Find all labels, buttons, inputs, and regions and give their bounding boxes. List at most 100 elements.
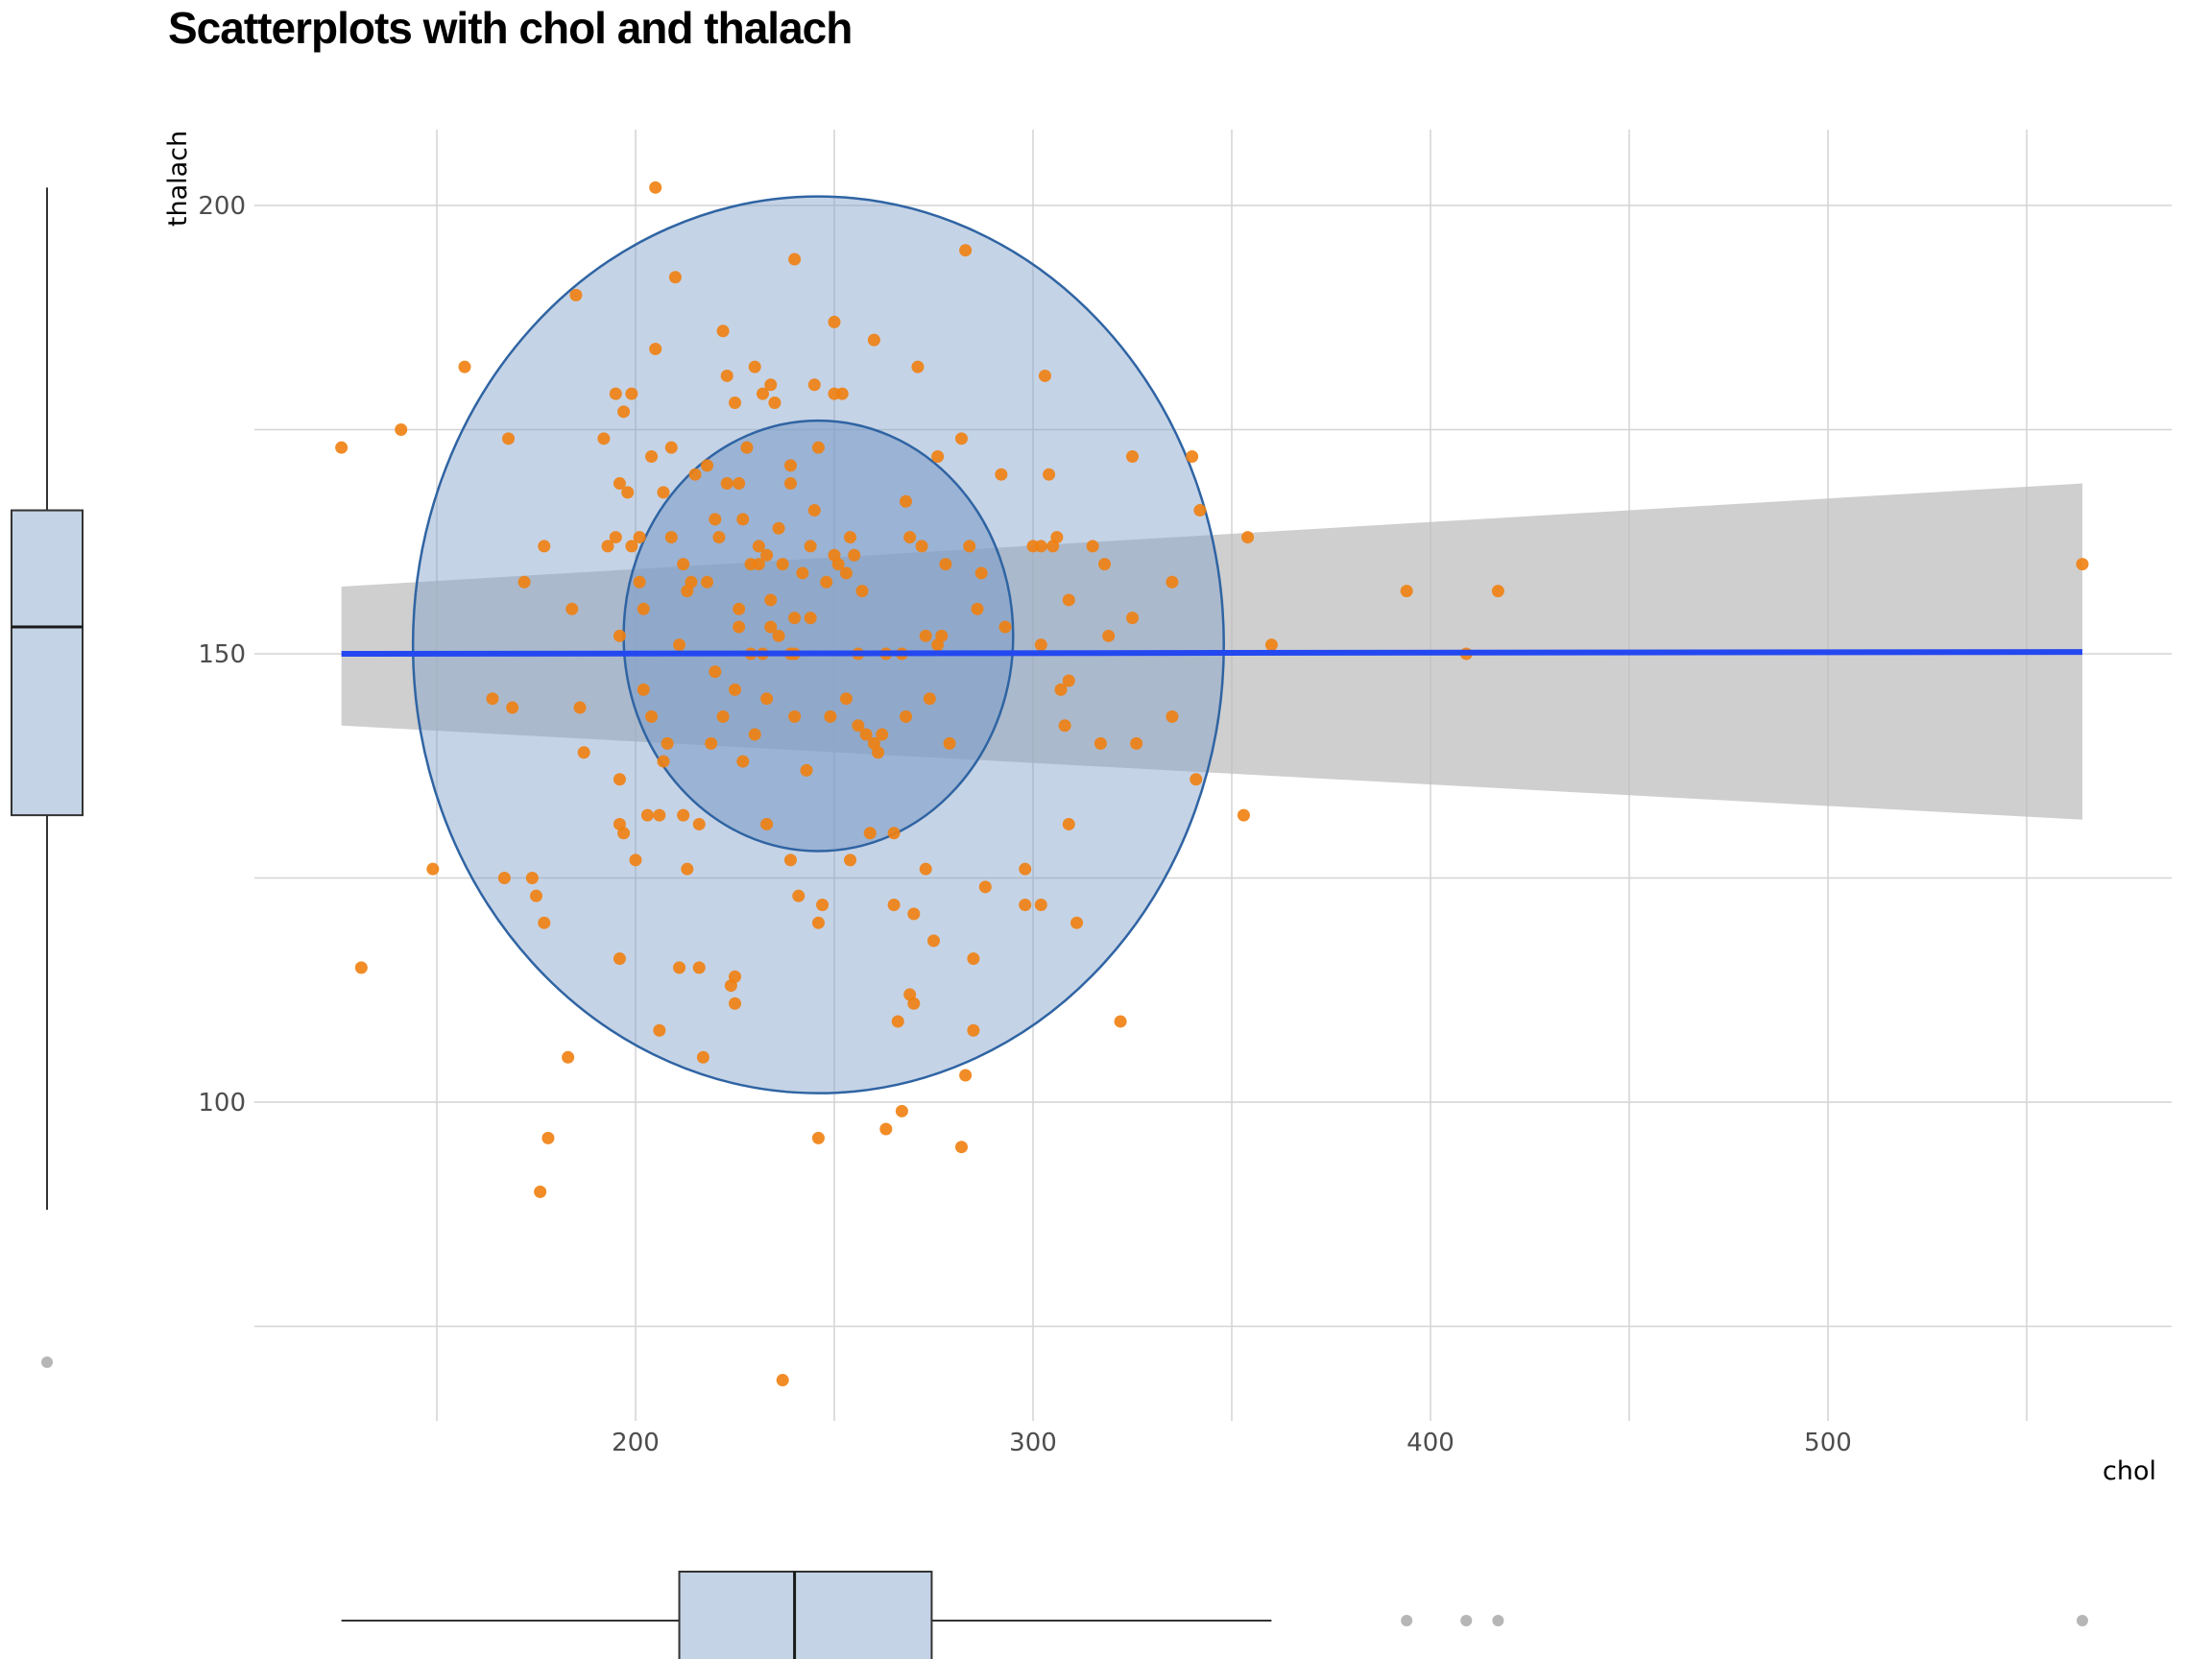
y-tick-label: 100 [198,1089,246,1118]
data-point [887,899,901,912]
data-point [919,862,932,876]
data-point [709,513,722,526]
data-point [673,638,686,652]
data-point [736,755,750,768]
data-point [538,540,551,553]
data-point [807,378,821,392]
data-point [967,952,980,966]
data-point [1241,531,1255,544]
data-point [783,477,797,491]
data-point [974,566,988,580]
data-point [752,558,765,571]
data-point [959,1069,973,1082]
data-point [756,387,769,400]
data-point [943,736,956,750]
data-point [772,629,785,642]
data-point [967,1023,980,1037]
data-point [768,396,781,409]
data-point [772,521,785,535]
data-point [458,360,471,373]
data-point [1126,450,1139,464]
y-tick-label: 200 [198,192,246,221]
data-point [688,468,702,481]
data-point [701,459,714,472]
data-point [923,692,936,706]
x-axis-title: chol [2103,1456,2156,1486]
data-point [828,315,841,328]
data-point [788,252,802,266]
data-point [800,763,813,777]
data-point [760,817,774,830]
data-point [959,244,973,257]
data-point [613,477,626,491]
x-tick-label: 200 [612,1429,660,1457]
data-point [601,540,614,553]
data-point [709,665,722,679]
x-tick-label: 400 [1407,1429,1455,1457]
chart-title: Scatterplots with chol and thalach [168,3,853,53]
data-point [764,620,778,634]
data-point [1034,638,1047,652]
x-boxplot-box [678,1571,933,1659]
data-point [657,755,670,768]
data-point [617,405,631,419]
regression-line [341,649,2082,657]
data-point [900,494,913,508]
data-point [335,441,349,454]
data-point [613,773,626,786]
data-point [1043,468,1056,481]
data-point [783,459,797,472]
data-point [844,854,857,867]
data-point [1054,683,1068,696]
data-point [733,620,746,634]
data-point [613,952,626,966]
data-point [1491,585,1504,598]
data-point [1070,916,1084,929]
data-point [525,872,539,884]
data-point [978,880,992,894]
data-point [661,736,674,750]
data-point [609,387,622,400]
x-tick-label: 500 [1804,1429,1852,1457]
data-point [1166,575,1179,589]
data-point [729,396,741,409]
data-point [2076,558,2089,571]
data-point [788,709,802,723]
data-point [569,288,583,301]
data-point [502,432,516,445]
data-point [848,548,861,562]
data-point [645,709,659,723]
data-point [1237,808,1250,822]
x-boxplot-outlier [1401,1615,1413,1626]
data-point [649,342,662,355]
data-point [617,827,631,840]
data-point [831,558,845,571]
data-point [696,1050,709,1064]
data-point [911,360,925,373]
data-point [625,387,638,400]
data-point [681,862,694,876]
data-point [577,746,590,759]
y-boxplot-outlier [41,1356,53,1368]
data-point [633,531,646,544]
data-point [664,531,678,544]
data-point [712,531,726,544]
data-point [705,736,718,750]
data-point [506,701,519,714]
x-tick-label: 300 [1009,1429,1057,1457]
data-point [796,566,809,580]
data-point [729,997,741,1010]
data-point [640,808,654,822]
data-point [629,854,642,867]
data-point [783,854,797,867]
data-point [1098,558,1112,571]
data-point [692,817,706,830]
data-point [792,889,805,902]
data-point [927,934,940,948]
data-point [776,558,789,571]
data-point [935,629,949,642]
data-point [426,862,440,876]
data-point [1094,736,1107,750]
data-point [637,602,650,615]
data-point [839,692,853,706]
